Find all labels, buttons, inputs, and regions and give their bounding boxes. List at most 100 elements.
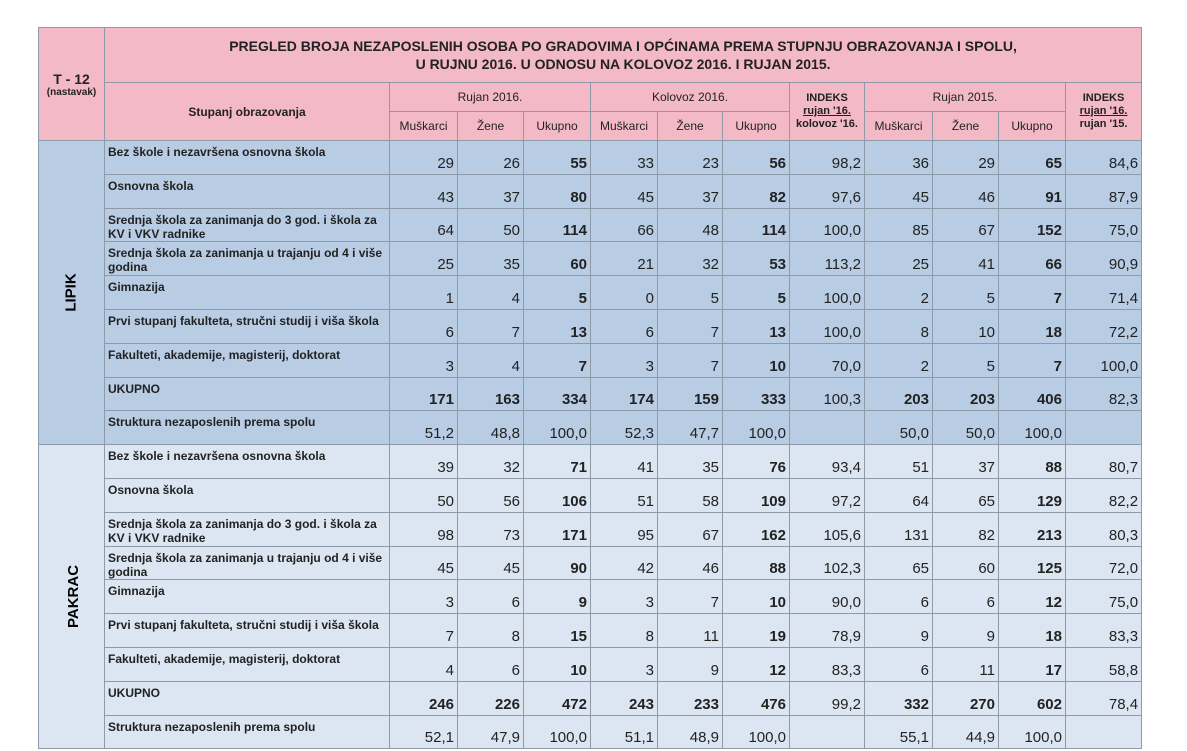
- data-row: UKUPNO 171 163 334 174 159 333 100,3 203 203 406 82…: [39, 376, 1143, 412]
- cell: 6: [457, 646, 524, 682]
- data-row: Struktura nezaposlenih prema spolu 52,1 47…: [39, 714, 1143, 750]
- cell: 6: [590, 308, 658, 344]
- cell: 47,7: [657, 410, 723, 446]
- cell: 90: [523, 545, 591, 581]
- row-label: Struktura nezaposlenih prema spolu: [104, 410, 390, 446]
- cell: 88: [998, 444, 1066, 479]
- cell: 51: [590, 477, 658, 513]
- cell: 100,0: [998, 714, 1066, 750]
- index-title: INDEKS: [806, 92, 848, 104]
- cell: 83,3: [1064, 613, 1143, 648]
- data-row: LIPIK Bez škole i nezavršena osnovna škol…: [38, 139, 1143, 446]
- cell: 46: [932, 173, 999, 209]
- cell: 3: [590, 646, 658, 682]
- subheader-row: Muškarci Žene Ukupno Muškarci Žene Ukupno Mušk…: [39, 111, 1142, 141]
- cell: 58: [657, 477, 723, 513]
- cell: 36: [864, 140, 933, 175]
- data-row: Gimnazija 1 4 5 0 5 5 100,0 2 5 7 71,4: [39, 275, 1143, 310]
- index-header: INDEKS rujan '16. kolovoz '16.: [789, 82, 865, 141]
- cell: 472: [523, 680, 591, 716]
- cell: 98: [389, 511, 458, 547]
- cell: 44,9: [932, 714, 999, 750]
- cell: 97,2: [789, 477, 865, 513]
- row-label: Gimnazija: [104, 275, 390, 310]
- cell: 80,7: [1064, 444, 1143, 479]
- cell: 35: [657, 444, 723, 479]
- cell: 88: [722, 545, 790, 581]
- cell: 7: [998, 275, 1066, 310]
- cell: 45: [590, 173, 658, 209]
- cell: 8: [864, 308, 933, 344]
- cell: 4: [457, 275, 524, 310]
- cell: 13: [523, 308, 591, 344]
- cell: 55,1: [864, 714, 933, 750]
- row-label: Prvi stupanj fakulteta, stručni studij i…: [104, 613, 390, 648]
- cell: 6: [864, 646, 933, 682]
- cell: 9: [657, 646, 723, 682]
- cell: 58,8: [1064, 646, 1143, 682]
- row-label: Bez škole i nezavršena osnovna škola: [104, 444, 390, 479]
- header-row: Stupanj obrazovanja Rujan 2016. Kolovoz …: [39, 82, 1143, 141]
- cell: 29: [389, 140, 458, 175]
- cell: 3: [389, 342, 458, 378]
- cell: 406: [998, 376, 1066, 412]
- cell: 51: [864, 444, 933, 479]
- cell: 100,0: [1064, 342, 1143, 378]
- data-row: Srednja škola za zanimanja u trajanju od…: [39, 545, 1143, 581]
- cell: 334: [523, 376, 591, 412]
- row-label: Fakulteti, akademije, magisterij, doktor…: [104, 342, 390, 378]
- section-cell: PAKRAC: [38, 444, 105, 750]
- cell: 95: [590, 511, 658, 547]
- cell: 131: [864, 511, 933, 547]
- cell: 66: [998, 241, 1066, 277]
- cell: 125: [998, 545, 1066, 581]
- cell: 53: [722, 241, 790, 277]
- cell: 1: [389, 275, 458, 310]
- cell: 52,3: [590, 410, 658, 446]
- cell: 45: [864, 173, 933, 209]
- cell: 84,6: [1064, 140, 1143, 175]
- cell: 66: [590, 207, 658, 243]
- cell: 10: [932, 308, 999, 344]
- cell: [1064, 714, 1143, 750]
- cell: 35: [457, 241, 524, 277]
- cell: 85: [864, 207, 933, 243]
- subheader: Žene: [457, 111, 524, 141]
- cell: 4: [457, 342, 524, 378]
- cell: 78,9: [789, 613, 865, 648]
- index-header: INDEKS rujan '16. rujan '15.: [1064, 82, 1143, 141]
- cell: 226: [457, 680, 524, 716]
- cell: 67: [657, 511, 723, 547]
- cell: 100,0: [722, 410, 790, 446]
- index-line: rujan '16.: [1079, 105, 1128, 117]
- subheader: Ukupno: [998, 111, 1066, 141]
- row-label: Srednja škola za zanimanja do 3 god. i š…: [104, 511, 390, 547]
- cell: 3: [389, 579, 458, 615]
- cell: 56: [722, 140, 790, 175]
- cell: 7: [657, 342, 723, 378]
- cell: 109: [722, 477, 790, 513]
- cell: 246: [389, 680, 458, 716]
- cell: 333: [722, 376, 790, 412]
- data-table: T - 12 (nastavak) PREGLED BROJA NEZAPOSLE…: [38, 27, 1143, 750]
- group-header: Kolovoz 2016.: [590, 82, 790, 112]
- subheader: Muškarci: [389, 111, 458, 141]
- cell: 233: [657, 680, 723, 716]
- cell: 332: [864, 680, 933, 716]
- cell: 99,2: [789, 680, 865, 716]
- cell: 10: [722, 579, 790, 615]
- cell: 64: [864, 477, 933, 513]
- cell: 73: [457, 511, 524, 547]
- cell: 46: [657, 545, 723, 581]
- cell: 37: [657, 173, 723, 209]
- cell: 10: [722, 342, 790, 378]
- cell: 55: [523, 140, 591, 175]
- cell: 5: [657, 275, 723, 310]
- cell: 100,0: [523, 714, 591, 750]
- cell: 6: [864, 579, 933, 615]
- section-name: PAKRAC: [65, 565, 83, 629]
- cell: 100,0: [789, 207, 865, 243]
- subheader: Žene: [657, 111, 723, 141]
- cell: 91: [998, 173, 1066, 209]
- cell: 5: [932, 342, 999, 378]
